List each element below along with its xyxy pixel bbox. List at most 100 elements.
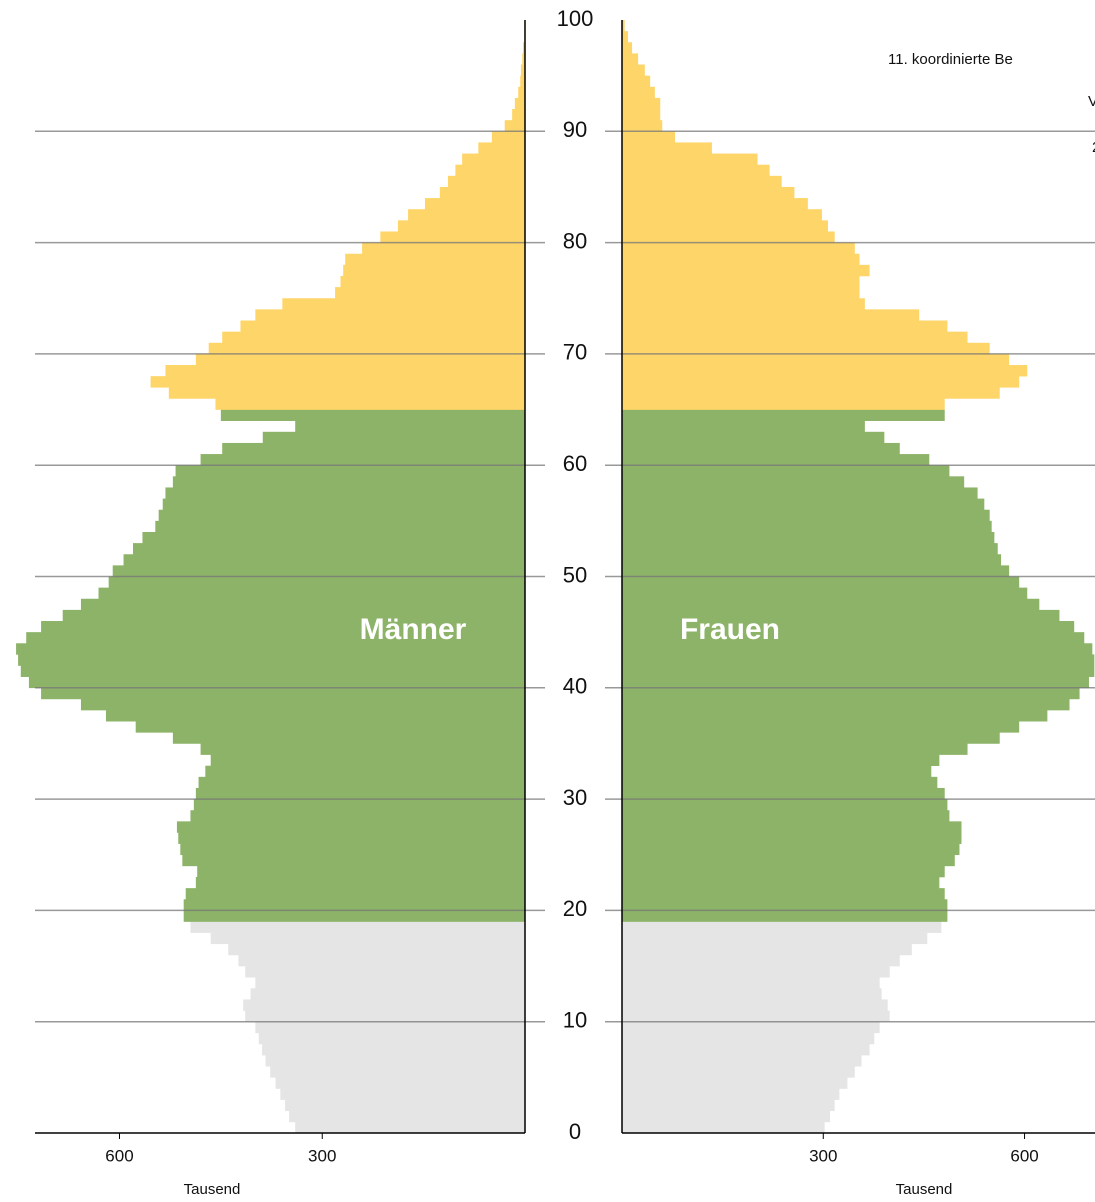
bar bbox=[175, 465, 525, 477]
bar bbox=[340, 275, 525, 288]
bar bbox=[112, 565, 526, 577]
bar bbox=[622, 42, 633, 54]
title-line: V bbox=[1088, 93, 1095, 110]
bar bbox=[622, 531, 995, 544]
bar bbox=[622, 31, 629, 43]
bar bbox=[165, 365, 525, 377]
bar bbox=[285, 1099, 525, 1112]
bar bbox=[622, 420, 865, 433]
bar bbox=[622, 676, 1089, 689]
bar bbox=[462, 153, 525, 165]
bar bbox=[622, 86, 655, 99]
bar bbox=[178, 832, 525, 844]
bar bbox=[478, 142, 525, 154]
bar bbox=[195, 877, 526, 889]
bar bbox=[622, 97, 661, 110]
bar bbox=[622, 799, 948, 811]
bar bbox=[622, 298, 865, 310]
bar bbox=[295, 420, 525, 433]
bar bbox=[222, 442, 525, 455]
bar bbox=[622, 1021, 880, 1034]
bar bbox=[265, 1055, 525, 1067]
bar bbox=[622, 921, 942, 933]
bar bbox=[622, 1066, 855, 1078]
bar bbox=[158, 509, 526, 522]
bar bbox=[622, 142, 712, 154]
bar bbox=[622, 698, 1070, 711]
bar bbox=[16, 643, 525, 655]
bar bbox=[243, 999, 525, 1011]
legend-label: Frauen bbox=[680, 613, 780, 646]
x-tick-label: 300 bbox=[809, 1146, 837, 1165]
bar bbox=[123, 554, 525, 566]
bar bbox=[142, 531, 525, 544]
bar bbox=[622, 787, 945, 800]
bar bbox=[200, 743, 525, 755]
bar bbox=[362, 242, 525, 255]
bar bbox=[98, 587, 525, 600]
bar bbox=[193, 799, 526, 811]
bar bbox=[622, 665, 1095, 677]
bar bbox=[162, 498, 526, 511]
bar bbox=[622, 1099, 835, 1112]
bar bbox=[439, 186, 525, 199]
bar bbox=[622, 632, 1085, 644]
bar bbox=[622, 776, 938, 789]
bar bbox=[622, 454, 930, 466]
bar bbox=[622, 654, 1095, 666]
bar bbox=[176, 821, 525, 833]
bar bbox=[182, 854, 525, 867]
bar bbox=[622, 966, 890, 978]
bar bbox=[622, 520, 992, 533]
bar bbox=[200, 454, 525, 466]
bar bbox=[622, 64, 645, 76]
bar bbox=[622, 565, 1010, 577]
bar bbox=[80, 698, 525, 711]
bar bbox=[408, 209, 525, 221]
bar bbox=[622, 376, 1020, 388]
bar bbox=[622, 75, 651, 88]
bar bbox=[245, 1010, 525, 1022]
bar bbox=[168, 387, 526, 399]
bar bbox=[622, 821, 962, 833]
bar bbox=[622, 487, 978, 499]
bar bbox=[262, 1043, 525, 1056]
bar bbox=[80, 598, 525, 611]
bar bbox=[622, 1110, 830, 1123]
bar bbox=[622, 598, 1040, 611]
bar bbox=[447, 175, 525, 188]
bar bbox=[622, 198, 808, 210]
bar bbox=[622, 120, 663, 132]
bar bbox=[622, 910, 948, 922]
bar bbox=[210, 932, 526, 945]
bar bbox=[238, 954, 525, 967]
bar bbox=[622, 465, 950, 477]
y-tick-label: 80 bbox=[563, 228, 587, 253]
x-axis-label: Tausend bbox=[896, 1181, 953, 1198]
y-tick-label: 0 bbox=[569, 1119, 581, 1144]
bar bbox=[622, 899, 948, 911]
bar bbox=[255, 309, 525, 321]
y-tick-label: 20 bbox=[563, 896, 587, 921]
bar bbox=[622, 53, 639, 65]
x-tick-label: 600 bbox=[105, 1146, 133, 1165]
bar bbox=[622, 954, 900, 967]
bar bbox=[622, 1032, 875, 1045]
bar bbox=[504, 120, 525, 132]
bar bbox=[397, 220, 525, 232]
bar bbox=[622, 186, 795, 199]
bar bbox=[155, 520, 525, 533]
bar bbox=[270, 1066, 525, 1078]
y-tick-label: 50 bbox=[563, 562, 587, 587]
bar bbox=[622, 275, 860, 288]
bar bbox=[26, 632, 525, 644]
y-tick-label: 90 bbox=[563, 117, 587, 142]
y-tick-label: 100 bbox=[557, 6, 594, 31]
bar bbox=[345, 253, 525, 266]
bar bbox=[522, 42, 525, 54]
bar bbox=[622, 509, 990, 522]
title-line: 11. koordinierte Be bbox=[888, 51, 1013, 68]
y-tick-label: 60 bbox=[563, 451, 587, 476]
bar bbox=[520, 64, 525, 76]
bar bbox=[622, 943, 912, 956]
